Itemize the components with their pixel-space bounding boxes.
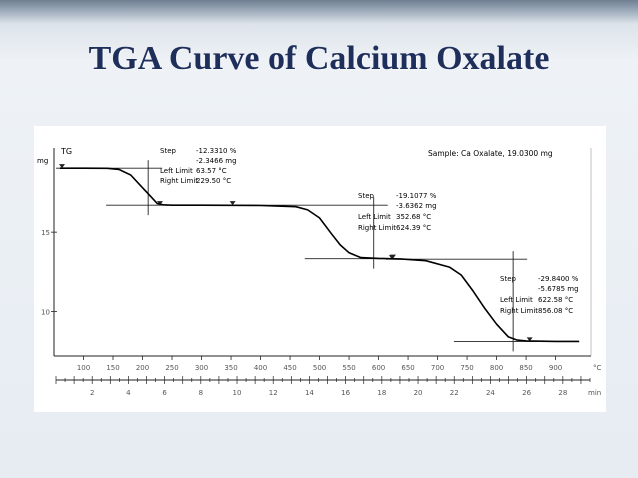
temp-tick-label-150: 150 xyxy=(106,364,119,372)
y-tick-label-2: 10 xyxy=(41,309,50,317)
step-3-mg: -5.6785 mg xyxy=(538,285,579,293)
step-2-right-value: 624.39 °C xyxy=(396,224,431,232)
step-2-mg: -3.6362 mg xyxy=(396,202,437,210)
temp-tick-label-500: 500 xyxy=(313,364,326,372)
temp-tick-label-750: 750 xyxy=(460,364,473,372)
step-3-pct: -29.8400 % xyxy=(538,275,579,283)
step-1-right-label: Right Limit xyxy=(160,177,198,185)
temp-tick-label-300: 300 xyxy=(195,364,208,372)
time-tick-label-22: 22 xyxy=(450,389,459,397)
step-1-left-limit-marker xyxy=(59,164,66,169)
temp-tick-label-650: 650 xyxy=(401,364,414,372)
step-3-right-value: 856.08 °C xyxy=(538,307,573,315)
time-tick-label-26: 26 xyxy=(522,389,531,397)
tga-chart: TG mg Sample: Ca Oxalate, 19.0300 mg Ste… xyxy=(37,147,602,397)
step-3-right-label: Right Limit xyxy=(500,307,538,315)
step-1-left-label: Left Limit xyxy=(160,167,193,175)
step-2-label: Step xyxy=(358,192,374,200)
time-tick-label-12: 12 xyxy=(269,389,278,397)
temp-tick-label-900: 900 xyxy=(549,364,562,372)
temp-tick-label-350: 350 xyxy=(224,364,237,372)
step-2-left-label: Left Limit xyxy=(358,213,391,221)
step-3-annotation: Step -29.8400 % -5.6785 mg Left Limit 62… xyxy=(500,275,579,315)
temp-tick-label-600: 600 xyxy=(372,364,385,372)
time-tick-label-10: 10 xyxy=(233,389,242,397)
slide-title: TGA Curve of Calcium Oxalate xyxy=(88,40,550,77)
step-3-left-limit-marker xyxy=(388,255,395,260)
step-1-annotation: Step -12.3310 % -2.3466 mg Left Limit 63… xyxy=(160,147,237,185)
temp-tick-label-550: 550 xyxy=(342,364,355,372)
temp-unit-label: °C xyxy=(593,364,602,372)
time-tick-label-18: 18 xyxy=(377,389,386,397)
step-1-pct: -12.3310 % xyxy=(196,147,237,155)
step-2-left-limit-marker xyxy=(229,201,236,206)
step-3-left-label: Left Limit xyxy=(500,296,533,304)
time-tick-label-24: 24 xyxy=(486,389,495,397)
y-tick-label-1: 15 xyxy=(41,229,50,237)
step-1-mg: -2.3466 mg xyxy=(196,157,237,165)
step-2-pct: -19.1077 % xyxy=(396,192,437,200)
temp-tick-label-400: 400 xyxy=(254,364,267,372)
time-tick-label-20: 20 xyxy=(414,389,423,397)
temp-tick-label-100: 100 xyxy=(77,364,90,372)
step-2-right-label: Right Limit xyxy=(358,224,396,232)
tga-chart-frame: TG mg Sample: Ca Oxalate, 19.0300 mg Ste… xyxy=(34,126,606,412)
step-1-right-value: 229.50 °C xyxy=(196,177,231,185)
temp-tick-label-850: 850 xyxy=(519,364,532,372)
step-1-label: Step xyxy=(160,147,176,155)
time-unit-label: min xyxy=(588,389,601,397)
step-1-left-value: 63.57 °C xyxy=(196,167,227,175)
time-tick-label-6: 6 xyxy=(162,389,167,397)
temp-tick-label-450: 450 xyxy=(283,364,296,372)
step-2-left-value: 352.68 °C xyxy=(396,213,431,221)
tg-curve xyxy=(59,167,580,343)
time-tick-label-2: 2 xyxy=(90,389,94,397)
step-1-right-limit-marker xyxy=(156,201,163,206)
time-tick-label-28: 28 xyxy=(558,389,567,397)
temp-tick-label-800: 800 xyxy=(490,364,503,372)
temp-tick-label-700: 700 xyxy=(431,364,444,372)
step-2-annotation: Step -19.1077 % -3.6362 mg Left Limit 35… xyxy=(358,192,437,232)
step-3-right-limit-marker xyxy=(526,337,533,342)
step-3-label: Step xyxy=(500,275,516,283)
time-tick-label-4: 4 xyxy=(126,389,131,397)
sample-text: Sample: Ca Oxalate, 19.0300 mg xyxy=(428,149,553,158)
time-tick-label-8: 8 xyxy=(199,389,203,397)
step-3-left-value: 622.58 °C xyxy=(538,296,573,304)
time-tick-label-14: 14 xyxy=(305,389,314,397)
temp-tick-label-200: 200 xyxy=(136,364,149,372)
time-tick-label-16: 16 xyxy=(341,389,350,397)
series-label: TG xyxy=(60,147,72,156)
y-unit-label: mg xyxy=(37,157,48,165)
temp-tick-label-250: 250 xyxy=(165,364,178,372)
